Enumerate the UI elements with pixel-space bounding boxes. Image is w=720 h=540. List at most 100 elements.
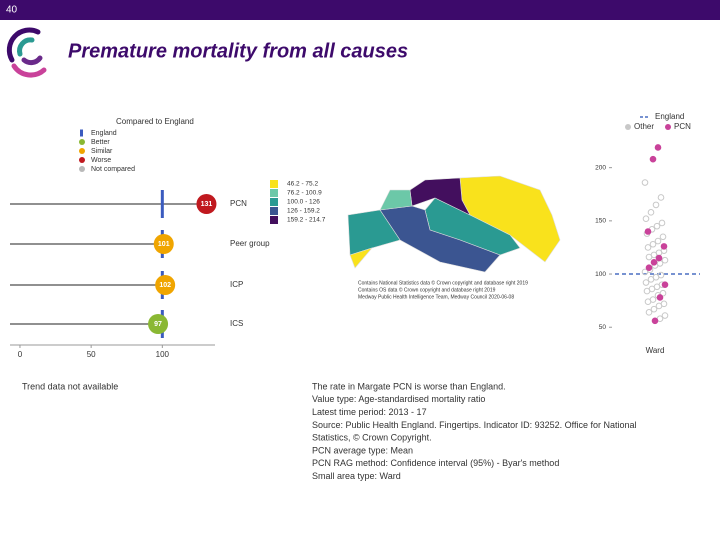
slide-title: Premature mortality from all causes bbox=[68, 40, 408, 62]
map-region bbox=[409, 177, 471, 216]
legend-swatch bbox=[79, 166, 85, 172]
y-tick-label: 200 bbox=[595, 164, 606, 171]
map-legend-label: 159.2 - 214.7 bbox=[287, 217, 326, 224]
other-point bbox=[655, 302, 663, 310]
value-dot bbox=[155, 275, 176, 295]
category-label: Peer group bbox=[230, 239, 270, 248]
other-point bbox=[658, 219, 666, 227]
legend-label: Similar bbox=[91, 148, 113, 155]
other-point bbox=[653, 222, 661, 230]
legend-label: Better bbox=[91, 139, 110, 146]
pcn-point bbox=[649, 155, 657, 163]
map-region bbox=[379, 205, 501, 273]
pcn-point bbox=[651, 317, 659, 325]
legend-swatch bbox=[80, 129, 83, 137]
value-dot bbox=[196, 194, 217, 214]
legend-swatch bbox=[79, 139, 85, 145]
map-credit: Contains OS data © Crown copyright and d… bbox=[358, 286, 496, 293]
map-credit: Contains National Statistics data © Crow… bbox=[358, 279, 528, 286]
x-tick-label: 50 bbox=[87, 350, 96, 359]
legend-label: England bbox=[91, 130, 117, 137]
other-point bbox=[642, 279, 650, 286]
map-legend-label: 76.2 - 100.9 bbox=[287, 190, 322, 197]
legend-label: Not compared bbox=[91, 166, 135, 173]
pcn-point bbox=[644, 228, 652, 235]
legend-label: England bbox=[655, 112, 684, 121]
value-dot bbox=[153, 234, 174, 254]
map-region bbox=[379, 189, 413, 211]
legend-swatch bbox=[665, 124, 671, 130]
other-point bbox=[642, 215, 650, 223]
value-dot bbox=[148, 314, 169, 334]
map-legend-label: 100.0 - 126 bbox=[287, 199, 320, 206]
map-region bbox=[347, 209, 401, 256]
note-line: Source: Public Health England. Fingertip… bbox=[312, 420, 637, 430]
logo bbox=[6, 27, 47, 78]
category-label: ICP bbox=[230, 280, 243, 289]
value-label: 102 bbox=[159, 282, 171, 289]
map-legend-swatch bbox=[270, 189, 278, 197]
legend-title: Compared to England bbox=[116, 117, 194, 126]
note-line: PCN average type: Mean bbox=[312, 445, 413, 455]
legend-swatch bbox=[79, 148, 85, 154]
other-point bbox=[659, 233, 667, 241]
map-legend-swatch bbox=[270, 216, 278, 224]
x-tick-label: 100 bbox=[156, 350, 170, 359]
legend-swatch bbox=[625, 124, 631, 130]
value-label: 131 bbox=[201, 201, 213, 208]
x-tick-label: 0 bbox=[18, 350, 23, 359]
pcn-point bbox=[660, 243, 668, 250]
other-point bbox=[647, 209, 655, 216]
note-line: Latest time period: 2013 - 17 bbox=[312, 407, 427, 417]
y-tick-label: 50 bbox=[599, 324, 607, 331]
other-point bbox=[643, 287, 651, 295]
other-point bbox=[644, 244, 652, 251]
value-label: 101 bbox=[158, 241, 170, 248]
other-point bbox=[654, 237, 662, 245]
map-legend-label: 46.2 - 75.2 bbox=[287, 181, 318, 188]
map-legend-swatch bbox=[270, 198, 278, 206]
map-legend-label: 126 - 159.2 bbox=[287, 208, 320, 215]
other-point bbox=[661, 256, 669, 264]
note-line: The rate in Margate PCN is worse than En… bbox=[312, 381, 506, 391]
trend-note: Trend data not available bbox=[22, 381, 118, 391]
other-point bbox=[641, 268, 649, 276]
other-point bbox=[649, 240, 657, 248]
x-axis-label: Ward bbox=[646, 346, 665, 355]
other-point bbox=[641, 179, 649, 186]
category-label: ICS bbox=[230, 319, 243, 328]
note-line: Statistics, © Crown Copyright. bbox=[312, 433, 432, 443]
note-line: PCN RAG method: Confidence interval (95%… bbox=[312, 458, 559, 468]
other-point bbox=[645, 309, 653, 316]
other-point bbox=[652, 201, 660, 209]
other-point bbox=[645, 253, 653, 261]
value-label: 97 bbox=[154, 321, 162, 328]
map-legend-swatch bbox=[270, 207, 278, 215]
note-line: Small area type: Ward bbox=[312, 471, 401, 481]
other-point bbox=[650, 305, 658, 313]
other-point bbox=[647, 276, 655, 283]
pcn-point bbox=[650, 259, 658, 266]
pcn-point bbox=[654, 144, 662, 151]
other-point bbox=[657, 194, 665, 201]
legend-swatch bbox=[79, 157, 85, 163]
pcn-point bbox=[655, 254, 663, 262]
pcn-point bbox=[656, 294, 664, 301]
other-point bbox=[644, 298, 652, 306]
note-line: Value type: Age-standardised mortality r… bbox=[312, 394, 485, 404]
legend-label: PCN bbox=[674, 122, 691, 131]
legend-label: Worse bbox=[91, 157, 111, 164]
map-credit: Medway Public Health Intelligence Team, … bbox=[358, 294, 514, 300]
y-tick-label: 150 bbox=[595, 218, 606, 225]
other-point bbox=[661, 312, 669, 319]
y-tick-label: 100 bbox=[595, 271, 606, 278]
category-label: PCN bbox=[230, 199, 247, 208]
page-number: 40 bbox=[6, 5, 18, 16]
top-bar bbox=[0, 0, 720, 20]
legend-label: Other bbox=[634, 122, 654, 131]
pcn-point bbox=[661, 281, 669, 288]
pcn-point bbox=[645, 264, 653, 271]
map-region bbox=[349, 247, 373, 269]
map-legend-swatch bbox=[270, 180, 278, 188]
